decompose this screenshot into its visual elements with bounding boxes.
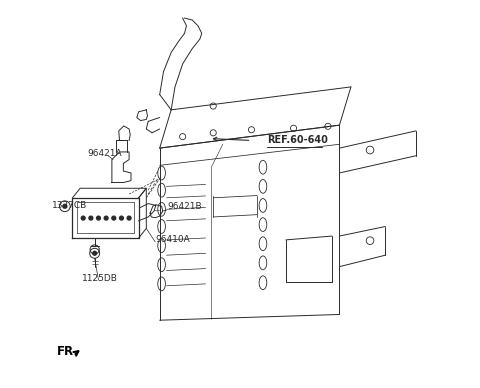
- Circle shape: [63, 205, 66, 208]
- Text: 1125DB: 1125DB: [83, 274, 118, 283]
- Text: 96421B: 96421B: [168, 202, 202, 211]
- Circle shape: [112, 216, 116, 220]
- Text: 96421A: 96421A: [87, 149, 121, 158]
- Circle shape: [104, 216, 108, 220]
- Text: REF.60-640: REF.60-640: [267, 135, 328, 145]
- Circle shape: [127, 216, 131, 220]
- Circle shape: [81, 216, 85, 220]
- Text: 96410A: 96410A: [155, 236, 190, 244]
- Circle shape: [120, 216, 123, 220]
- Circle shape: [96, 216, 100, 220]
- Text: FR.: FR.: [57, 345, 79, 358]
- Text: 1327CB: 1327CB: [52, 201, 87, 210]
- Circle shape: [93, 251, 96, 255]
- Circle shape: [89, 216, 93, 220]
